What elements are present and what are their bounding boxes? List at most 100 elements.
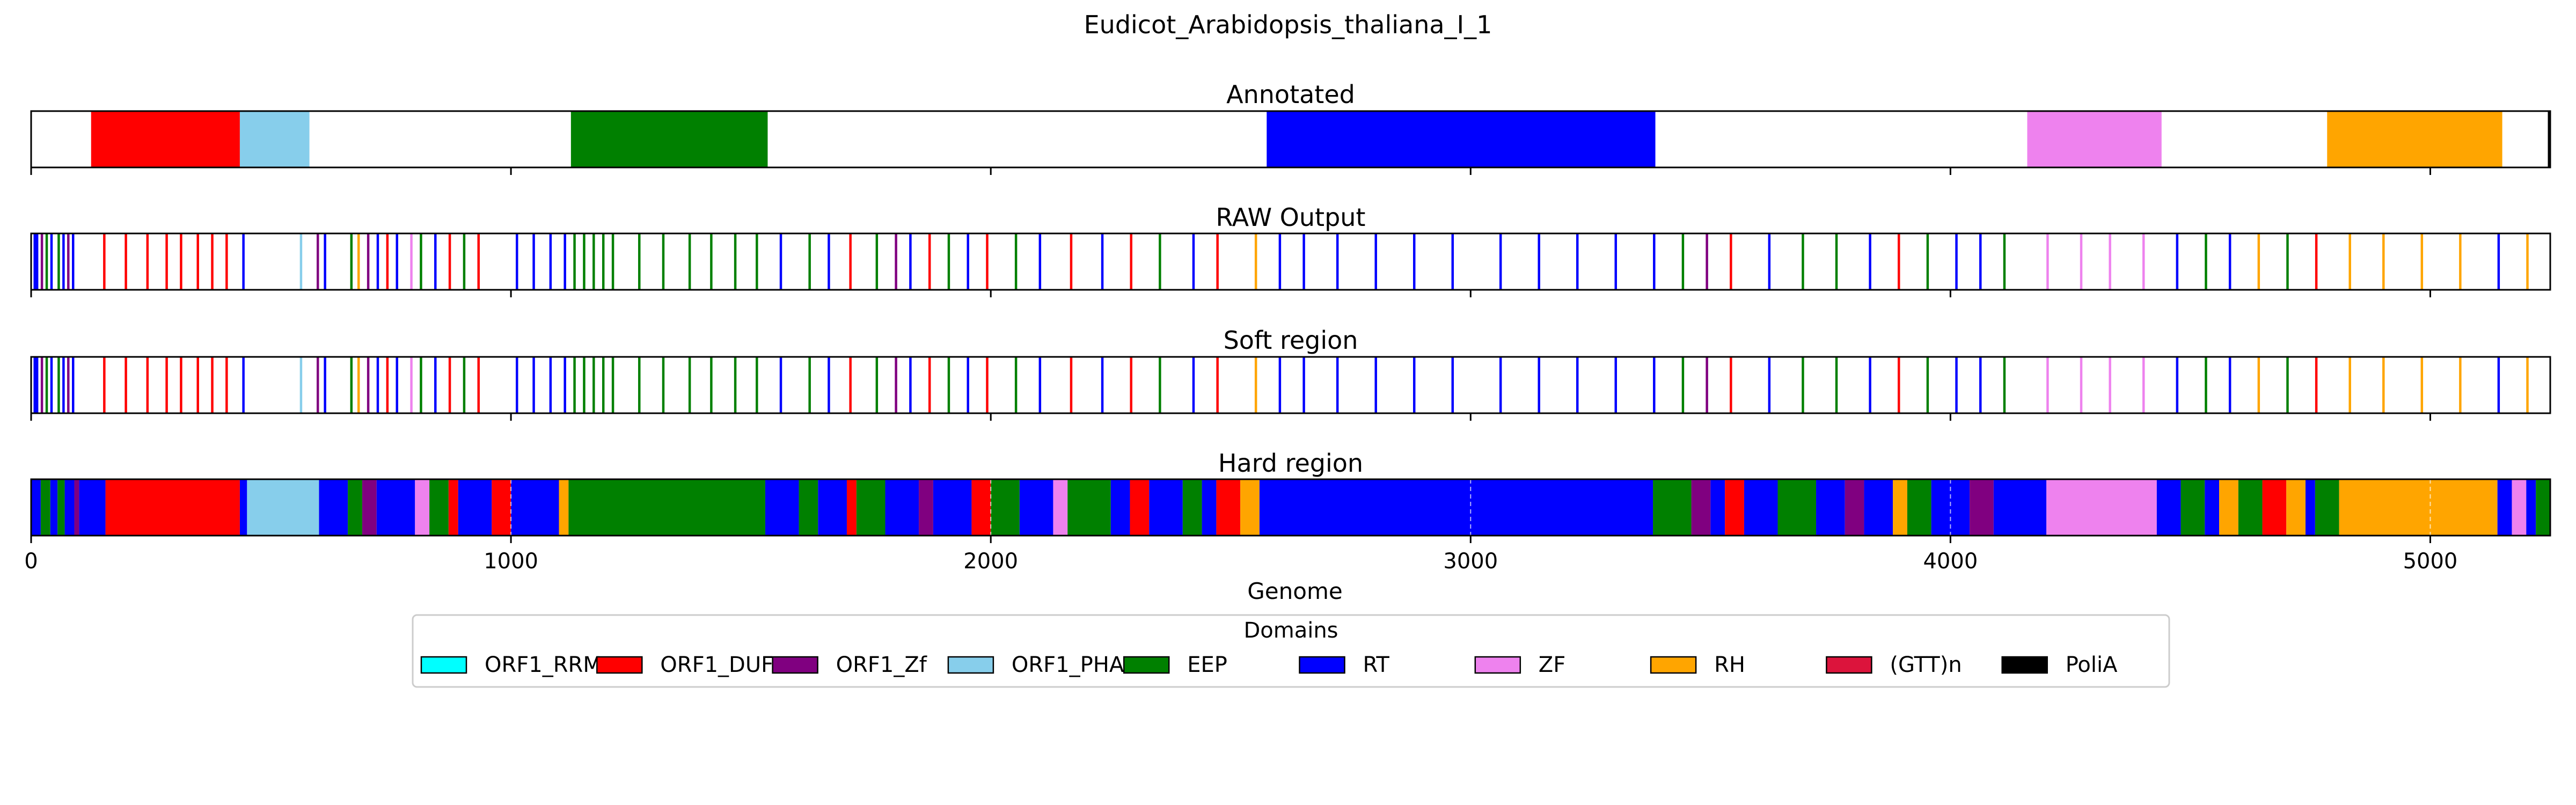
domain-segment-orf1-duf <box>1898 233 1900 290</box>
domain-segment-eep <box>2003 357 2006 413</box>
domain-segment-rt <box>376 357 379 413</box>
domain-segment-rh <box>2526 233 2529 290</box>
domain-segment-orf1-duf <box>211 233 214 290</box>
domain-segment-eep <box>756 357 758 413</box>
domain-segment-rh <box>1254 233 1257 290</box>
domain-segment-eep <box>1014 233 1018 290</box>
domain-segment-eep <box>662 233 665 290</box>
domain-segment-rt <box>1374 357 1377 413</box>
domain-segment-rt <box>50 233 53 290</box>
domain-segment-rt <box>967 233 969 290</box>
domain-segment-rt <box>1192 233 1195 290</box>
domain-segment-orf1-zf <box>316 233 319 290</box>
domain-segment-rt <box>1993 479 2023 536</box>
domain-segment-eep <box>573 357 576 413</box>
domain-segment-eep <box>638 357 641 413</box>
domain-segment-rt <box>564 357 566 413</box>
x-axis-label: Genome <box>1247 578 1342 604</box>
figure-title: Eudicot_Arabidopsis_thaliana_I_1 <box>1084 10 1492 39</box>
domain-segment-zf <box>2109 357 2111 413</box>
domain-segment-orf1-duf <box>386 233 389 290</box>
domain-segment-rt <box>1869 357 1871 413</box>
domain-segment-orf1-zf <box>362 479 377 536</box>
domain-segment-rt <box>1614 357 1617 413</box>
domain-segment-rt <box>1278 233 1282 290</box>
domain-segment-orf1-duf <box>196 357 199 413</box>
domain-segment-orf1-zf <box>895 357 897 413</box>
domain-segment-orf1-duf <box>1730 357 1732 413</box>
domain-segment-eep <box>1067 479 1111 536</box>
domain-segment-rh <box>2348 357 2351 413</box>
domain-segment-rt <box>31 479 41 536</box>
domain-segment-orf1-duf <box>103 233 106 290</box>
domain-segment-rh <box>2257 233 2260 290</box>
x-tick-label: 3000 <box>1443 549 1498 574</box>
domain-segment-rt <box>2228 357 2231 413</box>
domain-segment-eep <box>568 479 765 536</box>
domain-segment-rt <box>818 479 847 536</box>
domain-segment-rh <box>559 479 569 536</box>
domain-segment-rt <box>1019 479 1053 536</box>
domain-segment-rt <box>2306 479 2315 536</box>
legend-swatch <box>1299 656 1345 674</box>
domain-segment-eep <box>1926 233 1929 290</box>
domain-segment-eep <box>1926 357 1929 413</box>
domain-segment-rt <box>909 233 912 290</box>
domain-segment-zf <box>2046 233 2049 290</box>
track-title: RAW Output <box>1216 203 1366 232</box>
domain-segment-orf1-zf <box>1691 479 1711 536</box>
domain-segment-rt <box>2176 233 2179 290</box>
domain-segment-zf <box>2046 479 2157 536</box>
domain-segment-rt <box>549 233 552 290</box>
legend-swatch <box>420 656 467 674</box>
legend-entry-label: RT <box>1363 653 1390 677</box>
domain-segment-rt <box>2228 233 2231 290</box>
domain-segment-orf1-zf <box>74 479 79 536</box>
domain-segment-orf1-zf <box>67 233 70 290</box>
domain-segment-rt <box>1979 233 1982 290</box>
domain-segment-rt <box>324 233 326 290</box>
x-tick-label: 4000 <box>1923 549 1978 574</box>
domain-segment-rt <box>458 479 492 536</box>
domain-segment-rt <box>532 233 535 290</box>
domain-segment-eep <box>1777 479 1817 536</box>
domain-segment-eep <box>1802 357 1804 413</box>
domain-segment-eep <box>638 233 641 290</box>
domain-segment-rt <box>1955 233 1958 290</box>
domain-segment-orf1-duf <box>125 233 127 290</box>
domain-segment-rt <box>79 479 106 536</box>
domain-segment-rt <box>1576 233 1579 290</box>
domain-segment-rh <box>2420 233 2424 290</box>
domain-segment-orf1-duf <box>971 479 991 536</box>
x-tick-label: 0 <box>24 549 38 574</box>
domain-segment-rh <box>2348 233 2351 290</box>
legend-entry-label: EEP <box>1187 653 1227 677</box>
domain-segment-rt <box>1710 479 1725 536</box>
domain-segment-eep <box>2205 233 2207 290</box>
domain-segment-eep <box>991 479 1020 536</box>
domain-segment-rt <box>1979 357 1982 413</box>
domain-segment-zf <box>2142 233 2145 290</box>
domain-segment-zf <box>2512 479 2527 536</box>
domain-segment-rt <box>516 233 518 290</box>
domain-segment-orf1-duf <box>448 357 451 413</box>
domain-segment-eep <box>463 233 466 290</box>
legend-swatch <box>596 656 643 674</box>
legend-entry-label: PoliA <box>2066 653 2118 677</box>
domain-segment-orf1-zf <box>1970 479 1994 536</box>
domain-segment-rt <box>1451 233 1454 290</box>
track-title: Annotated <box>1226 80 1355 109</box>
track-frame <box>30 356 2551 414</box>
domain-segment-eep <box>611 357 614 413</box>
domain-segment-rt <box>765 479 799 536</box>
domain-segment-orf1-duf <box>165 357 168 413</box>
track-raw-output: RAW Output <box>30 203 2551 297</box>
domain-segment-orf1-duf <box>986 357 989 413</box>
domain-segment-orf1-duf <box>1216 357 1219 413</box>
domain-segment-orf1-duf <box>846 479 857 536</box>
domain-segment-rt <box>1101 233 1104 290</box>
domain-segment-orf1-zf <box>895 233 897 290</box>
domain-segment-orf1-duf <box>2315 357 2318 413</box>
domain-segment-rh <box>357 357 360 413</box>
domain-segment-eep <box>2180 479 2205 536</box>
